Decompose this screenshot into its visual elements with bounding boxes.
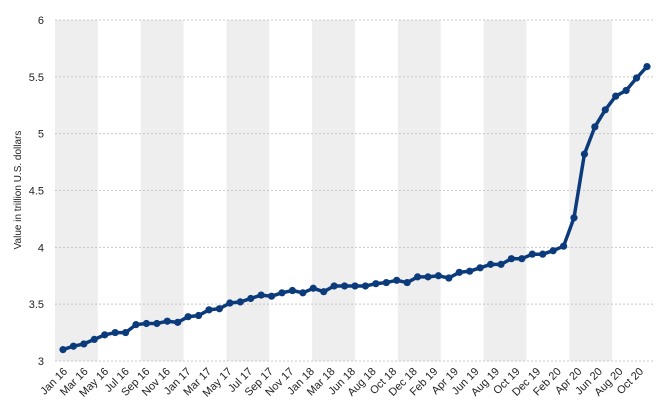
data-point <box>539 250 547 258</box>
data-point <box>549 247 557 255</box>
data-point <box>142 319 151 328</box>
data-point <box>174 318 182 326</box>
y-tick-label: 4.5 <box>29 186 44 198</box>
y-tick-label: 3.5 <box>29 299 44 311</box>
data-point <box>90 335 98 344</box>
data-point <box>153 319 161 328</box>
data-point <box>226 299 234 307</box>
y-tick-label: 3 <box>38 356 44 368</box>
data-point <box>267 292 276 300</box>
data-point <box>69 342 78 350</box>
data-point <box>59 346 67 354</box>
data-point <box>612 92 620 100</box>
data-point <box>476 264 484 272</box>
data-point <box>518 255 526 263</box>
data-point <box>111 328 119 337</box>
y-tick-label: 6 <box>38 15 44 27</box>
y-tick-label: 5 <box>38 129 44 141</box>
data-point <box>466 267 474 275</box>
data-point <box>320 288 328 296</box>
data-point <box>184 313 192 321</box>
data-point <box>340 282 349 290</box>
data-point <box>413 273 422 281</box>
data-point <box>559 242 568 250</box>
data-point <box>382 278 390 287</box>
data-point <box>163 317 171 325</box>
data-point <box>497 260 505 268</box>
data-point <box>121 328 130 337</box>
data-point <box>622 86 630 95</box>
data-point <box>580 150 589 158</box>
data-point <box>247 294 255 303</box>
data-point <box>330 282 338 290</box>
data-point <box>236 298 244 306</box>
y-tick-label: 4 <box>38 242 44 254</box>
data-point <box>601 106 609 114</box>
data-point <box>299 289 307 297</box>
data-point <box>455 268 463 276</box>
data-point <box>372 280 380 288</box>
horizontal-gridlines <box>55 19 655 362</box>
data-point <box>570 214 578 222</box>
series-line <box>59 63 651 354</box>
y-axis: 3 3.5 4 4.5 5 5.5 6 <box>29 15 44 368</box>
data-point <box>424 273 432 281</box>
data-point <box>309 284 317 292</box>
data-point <box>393 276 401 284</box>
data-point <box>434 272 443 280</box>
data-point <box>507 255 516 263</box>
data-point <box>643 63 651 71</box>
data-point <box>132 321 140 329</box>
data-point <box>361 282 370 290</box>
data-point <box>445 274 453 282</box>
data-point <box>288 286 297 295</box>
data-point <box>528 250 536 258</box>
data-point <box>591 123 599 131</box>
data-point <box>486 260 495 268</box>
data-point <box>194 311 203 320</box>
data-point <box>351 282 359 290</box>
data-point <box>403 278 411 287</box>
data-point <box>215 305 224 313</box>
data-point <box>632 74 641 82</box>
y-tick-label: 5.5 <box>29 72 44 84</box>
data-point <box>80 340 88 348</box>
data-point <box>257 291 265 299</box>
data-point <box>205 306 213 314</box>
y-axis-label: Value in trillion U.S. dollars <box>13 131 24 250</box>
data-point <box>278 289 286 297</box>
data-point <box>101 331 109 339</box>
